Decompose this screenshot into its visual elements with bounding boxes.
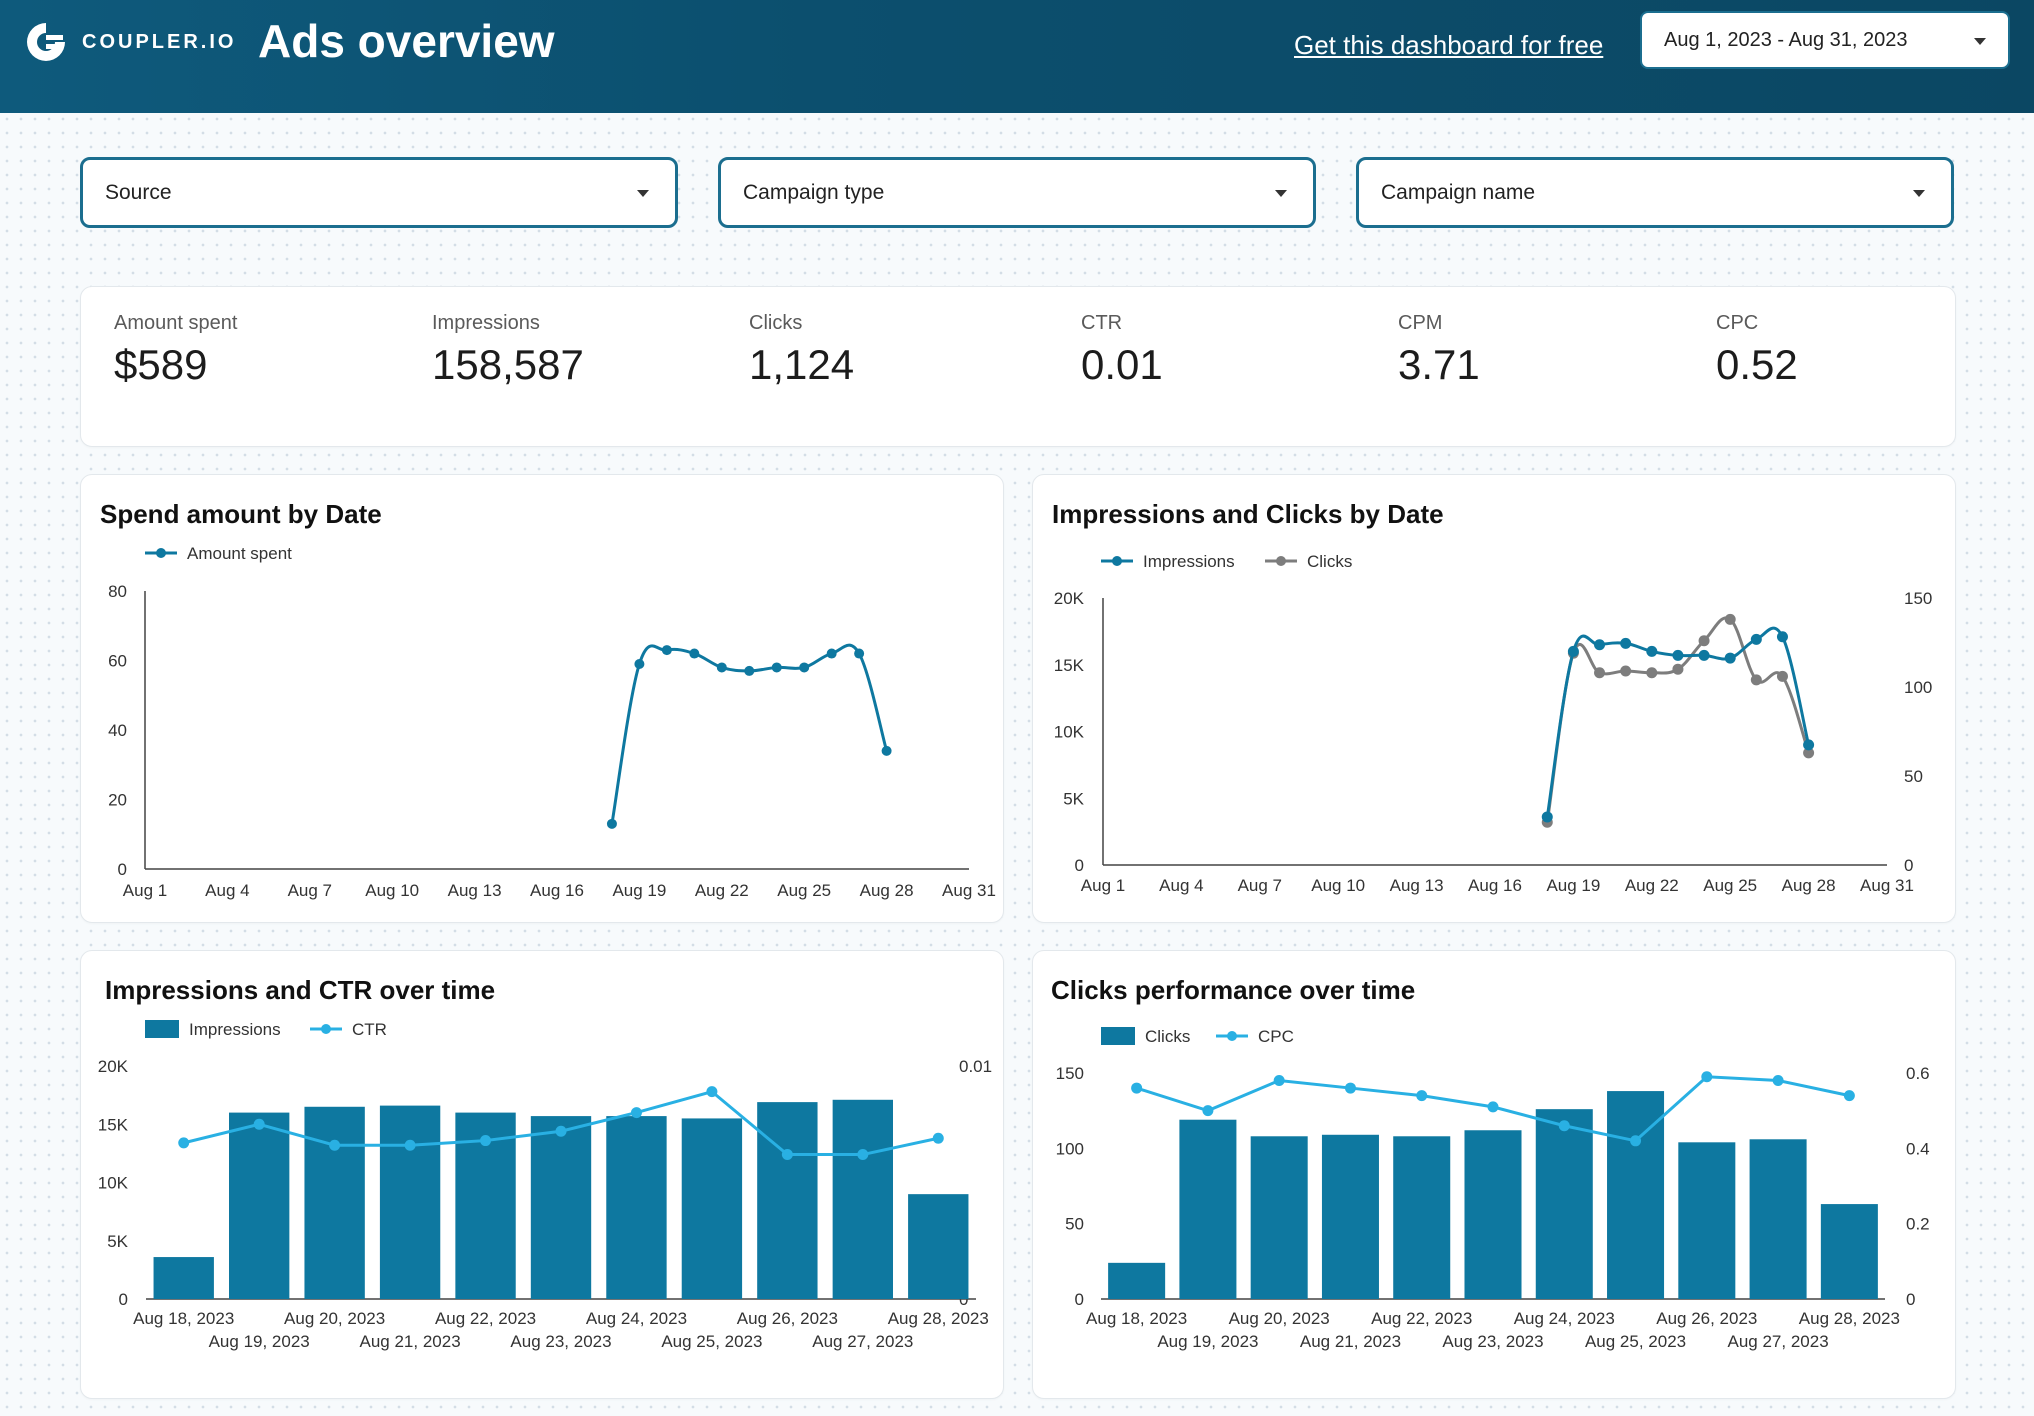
kpi-value: 3.71 <box>1398 341 1480 388</box>
get-dashboard-link[interactable]: Get this dashboard for free <box>1294 30 1604 60</box>
spend-chart-card: Spend amount by Date <box>80 474 1004 923</box>
kpi-value: 0.52 <box>1716 341 1798 388</box>
kpi-value: 0.01 <box>1081 341 1163 388</box>
kpi-label: CTR <box>1081 312 1123 334</box>
kpi-value: 1,124 <box>749 341 855 388</box>
chevron-down-icon <box>637 190 649 197</box>
campaign-name-filter[interactable]: Campaign name <box>1356 157 1954 228</box>
impressions-ctr-chart-card: Impressions and CTR over time <box>80 950 1004 1399</box>
logo-text: COUPLER.IO <box>82 30 237 53</box>
chart-title: Impressions and Clicks by Date <box>1052 499 1444 529</box>
filter-label: Source <box>105 180 172 204</box>
chevron-down-icon <box>1974 38 1986 45</box>
chart-title: Impressions and CTR over time <box>105 975 496 1005</box>
coupler-logo-icon <box>27 23 65 61</box>
chevron-down-icon <box>1275 190 1287 197</box>
chevron-down-icon <box>1913 190 1925 197</box>
kpi-cpm: CPM 3.71 <box>1398 312 1480 389</box>
kpi-value: 158,587 <box>432 341 584 388</box>
kpi-scorecard-panel <box>80 286 1956 447</box>
filter-label: Campaign type <box>743 180 885 204</box>
chart-title: Spend amount by Date <box>100 499 382 529</box>
kpi-label: Amount spent <box>114 312 238 334</box>
date-range-value: Aug 1, 2023 - Aug 31, 2023 <box>1664 28 1908 51</box>
kpi-label: CPM <box>1398 312 1443 334</box>
date-range-picker[interactable]: Aug 1, 2023 - Aug 31, 2023 <box>1640 11 2010 69</box>
filter-label: Campaign name <box>1381 180 1536 204</box>
impressions-clicks-chart-card: Impressions and Clicks by Date <box>1032 474 1956 923</box>
kpi-clicks: Clicks 1,124 <box>749 312 854 389</box>
campaign-type-filter[interactable]: Campaign type <box>718 157 1316 228</box>
chart-title: Clicks performance over time <box>1051 975 1416 1005</box>
clicks-cpc-chart-card: Clicks performance over time <box>1032 950 1956 1399</box>
coupler-logo[interactable]: COUPLER.IO <box>24 20 236 64</box>
kpi-amount-spent: Amount spent $589 <box>114 312 237 389</box>
kpi-label: Clicks <box>749 312 803 334</box>
kpi-cpc: CPC 0.52 <box>1716 312 1798 389</box>
kpi-value: $589 <box>114 341 208 388</box>
kpi-label: Impressions <box>432 312 540 334</box>
kpi-label: CPC <box>1716 312 1759 334</box>
kpi-impressions: Impressions 158,587 <box>432 312 584 389</box>
page-title: Ads overview <box>258 15 555 67</box>
header-bar: COUPLER.IO Ads overview Get this dashboa… <box>0 0 2034 113</box>
source-filter[interactable]: Source <box>80 157 678 228</box>
kpi-ctr: CTR 0.01 <box>1081 312 1163 389</box>
